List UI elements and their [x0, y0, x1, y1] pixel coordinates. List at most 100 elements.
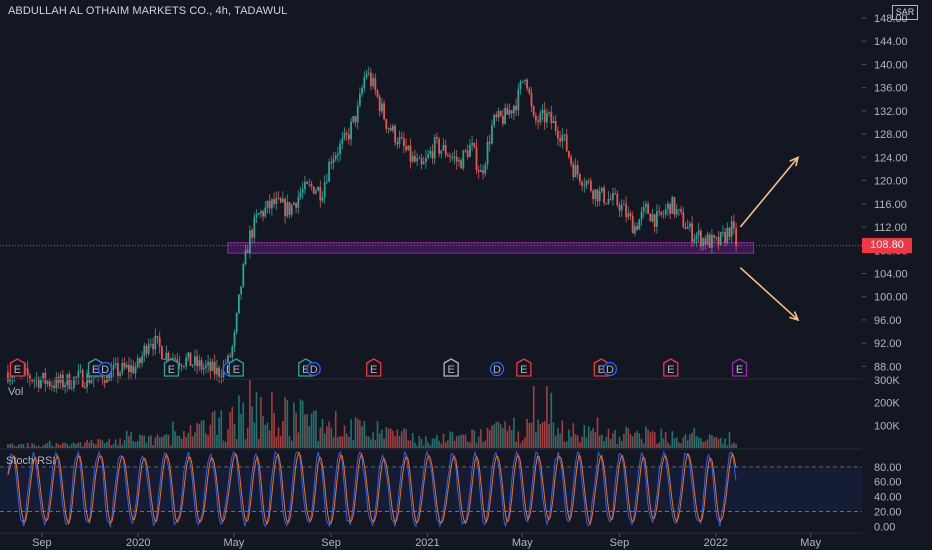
price-tick-label: 124.00: [874, 152, 908, 164]
volume-bar: [101, 440, 104, 448]
volume-bar: [141, 435, 143, 448]
event-marker-label: E: [14, 364, 21, 376]
volume-bar: [447, 440, 449, 448]
candle-body: [590, 180, 592, 191]
volume-bar: [134, 441, 137, 448]
volume-bar: [568, 429, 570, 448]
candle-body: [574, 165, 577, 178]
earnings-marker: [516, 358, 532, 377]
candle-body: [341, 138, 344, 144]
volume-bar: [722, 443, 724, 448]
candle-body: [315, 190, 317, 194]
volume-bar: [44, 443, 47, 448]
volume-bar: [614, 429, 616, 448]
candle-body: [405, 145, 408, 151]
volume-bar: [361, 426, 363, 448]
volume-bar: [658, 442, 660, 448]
volume-bar: [297, 432, 300, 448]
candle-body: [209, 361, 212, 371]
volume-bar: [275, 436, 278, 448]
candle-body: [662, 214, 665, 216]
volume-bar: [152, 444, 154, 448]
volume-bar: [686, 440, 689, 448]
volume-bar: [73, 442, 75, 448]
volume-bar: [728, 431, 731, 448]
currency-badge[interactable]: SAR: [892, 5, 918, 20]
stoch-rsi-pane: [0, 450, 862, 529]
candle-body: [561, 134, 564, 142]
candle-body: [48, 381, 51, 387]
dividend-marker: [602, 361, 618, 377]
candle-body: [460, 160, 463, 169]
candle-body: [345, 133, 348, 135]
volume-bar: [363, 420, 366, 448]
candle-body: [167, 352, 170, 363]
volume-bar: [180, 439, 183, 448]
candle-body: [381, 103, 383, 112]
candle-body: [26, 368, 29, 376]
volume-bar: [108, 438, 110, 448]
candle-body: [90, 379, 93, 383]
volume-bar: [286, 399, 289, 448]
earnings-marker: [443, 358, 459, 377]
candle-body: [396, 142, 399, 145]
volume-bar: [271, 391, 273, 448]
volume-bar: [293, 402, 295, 448]
candle-body: [642, 206, 645, 212]
volume-bar: [669, 444, 671, 448]
volume-bar: [436, 435, 438, 448]
candle-body: [645, 203, 647, 207]
volume-bar: [189, 425, 192, 448]
candle-body: [598, 191, 601, 202]
candle-body: [629, 213, 632, 216]
volume-bar: [554, 435, 557, 448]
candle-body: [585, 180, 588, 186]
volume-bar: [198, 424, 201, 448]
candle-body: [187, 352, 190, 359]
candle-body: [62, 374, 64, 387]
candle-body: [31, 379, 34, 382]
volume-bar: [601, 434, 603, 448]
candle-body: [284, 198, 287, 216]
candle-body: [279, 198, 282, 203]
candle-body: [726, 227, 729, 243]
candle-body: [108, 369, 111, 381]
volume-bar: [79, 442, 82, 448]
volume-bar: [169, 445, 172, 448]
candle-body: [334, 155, 337, 160]
candle-body: [106, 369, 108, 383]
projection-arrow-down: [739, 267, 799, 321]
volume-bar: [550, 392, 553, 448]
price-tick-label: 100.00: [874, 292, 908, 304]
candle-body: [418, 158, 421, 159]
last-price-tag: 108.80: [862, 238, 912, 254]
candle-body: [528, 88, 531, 94]
volume-bar: [673, 438, 676, 448]
volume-bar: [451, 431, 454, 448]
volume-bar: [708, 434, 711, 448]
volume-bar: [484, 440, 487, 448]
candle-body: [130, 365, 133, 373]
candle-body: [436, 136, 438, 139]
volume-bar: [84, 442, 86, 448]
volume-bar: [647, 429, 649, 448]
candle-body: [697, 230, 700, 236]
volume-bar: [513, 417, 515, 448]
volume-bar: [117, 445, 119, 448]
candle-body: [414, 155, 416, 162]
volume-bar: [400, 431, 403, 448]
candle-body: [495, 114, 498, 118]
candle-body: [411, 155, 414, 162]
candle-body: [163, 359, 166, 361]
candle-body: [631, 215, 634, 234]
candle-body: [264, 207, 267, 217]
candle-body: [321, 197, 324, 201]
volume-bar: [161, 437, 163, 448]
volume-bar: [178, 435, 181, 448]
volume-bar: [332, 437, 335, 448]
time-tick-label: 2020: [126, 537, 150, 549]
volume-bar: [594, 432, 597, 448]
event-marker-label: E: [302, 364, 309, 376]
candle-body: [147, 344, 150, 354]
